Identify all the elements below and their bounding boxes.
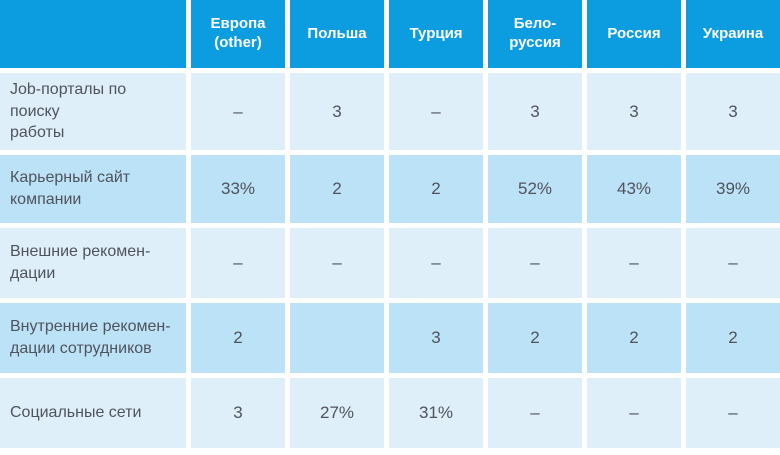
table-cell: – bbox=[389, 73, 483, 150]
table-cell: 33% bbox=[191, 155, 285, 223]
table-cell: 2 bbox=[587, 303, 681, 373]
table-cell: – bbox=[587, 228, 681, 298]
table-cell: – bbox=[587, 378, 681, 448]
row-label: Внутренние рекомен- дации сотрудников bbox=[0, 303, 186, 373]
table-cell: 3 bbox=[290, 73, 384, 150]
table-cell bbox=[290, 303, 384, 373]
table-cell: 3 bbox=[191, 378, 285, 448]
row-label: Job-порталы по поиску работы bbox=[0, 73, 186, 150]
table-cell: 52% bbox=[488, 155, 582, 223]
table-cell: – bbox=[686, 228, 780, 298]
table-cell: 3 bbox=[587, 73, 681, 150]
table-cell: 2 bbox=[488, 303, 582, 373]
table-cell: 3 bbox=[488, 73, 582, 150]
table-cell: 3 bbox=[389, 303, 483, 373]
table-cell: 31% bbox=[389, 378, 483, 448]
column-header-6: Украина bbox=[686, 0, 780, 68]
table-cell: 43% bbox=[587, 155, 681, 223]
table-cell: – bbox=[488, 378, 582, 448]
table-cell: 27% bbox=[290, 378, 384, 448]
table-corner-cell bbox=[0, 0, 186, 68]
table-cell: 2 bbox=[191, 303, 285, 373]
table-cell: – bbox=[191, 73, 285, 150]
column-header-4: Бело- руссия bbox=[488, 0, 582, 68]
table-cell: – bbox=[191, 228, 285, 298]
column-header-1: Европа (other) bbox=[191, 0, 285, 68]
table-cell: – bbox=[290, 228, 384, 298]
column-header-5: Россия bbox=[587, 0, 681, 68]
table-cell: – bbox=[686, 378, 780, 448]
column-header-3: Турция bbox=[389, 0, 483, 68]
table-cell: 3 bbox=[686, 73, 780, 150]
row-label: Социальные сети bbox=[0, 378, 186, 448]
table-cell: – bbox=[389, 228, 483, 298]
table-cell: 2 bbox=[389, 155, 483, 223]
column-header-2: Польша bbox=[290, 0, 384, 68]
table-cell: – bbox=[488, 228, 582, 298]
row-label: Карьерный сайт компании bbox=[0, 155, 186, 223]
table-cell: 2 bbox=[290, 155, 384, 223]
table-cell: 2 bbox=[686, 303, 780, 373]
row-label: Внешние рекомен- дации bbox=[0, 228, 186, 298]
table-cell: 39% bbox=[686, 155, 780, 223]
